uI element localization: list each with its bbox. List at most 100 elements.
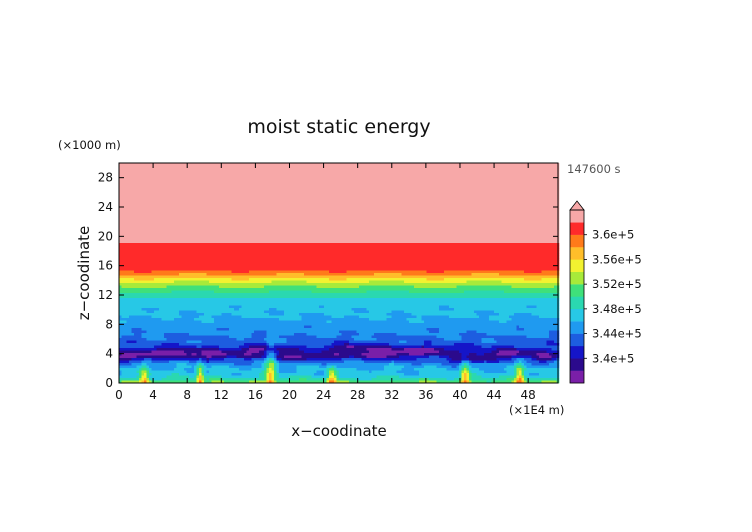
heatmap-cell <box>514 230 517 234</box>
heatmap-cell <box>309 168 312 171</box>
heatmap-cell <box>169 198 172 201</box>
heatmap-cell <box>466 190 470 194</box>
heatmap-cell <box>451 185 455 189</box>
heatmap-cell <box>179 210 182 214</box>
heatmap-cell <box>484 185 487 189</box>
heatmap-cell <box>396 170 400 174</box>
heatmap-cell <box>244 208 247 211</box>
heatmap-cell <box>421 170 425 174</box>
heatmap-cell <box>534 218 537 221</box>
heatmap-cell <box>171 220 175 224</box>
heatmap-cell <box>126 228 130 231</box>
heatmap-cell <box>121 225 125 229</box>
heatmap-cell <box>229 170 232 174</box>
heatmap-cell <box>544 170 547 174</box>
heatmap-cell <box>169 183 172 186</box>
heatmap-cell <box>209 230 212 234</box>
heatmap-cell <box>341 175 345 179</box>
heatmap-cell <box>369 230 372 234</box>
heatmap-cell <box>319 173 322 176</box>
heatmap-cell <box>139 203 142 206</box>
heatmap-cell <box>474 228 477 231</box>
heatmap-cell <box>524 193 527 196</box>
heatmap-cell <box>429 223 432 226</box>
heatmap-cell <box>509 175 512 179</box>
heatmap-cell <box>356 195 360 199</box>
heatmap-cell <box>351 175 355 179</box>
heatmap-cell <box>311 190 315 194</box>
heatmap-cell <box>204 190 207 194</box>
heatmap-cell <box>166 185 170 189</box>
heatmap-cell <box>424 178 427 181</box>
heatmap-cell <box>426 185 430 189</box>
heatmap-cell <box>136 185 140 189</box>
heatmap-cell <box>354 210 357 214</box>
heatmap-cell <box>324 223 327 226</box>
heatmap-cell <box>379 230 382 234</box>
heatmap-cell <box>439 188 442 191</box>
heatmap-cell <box>551 178 555 181</box>
heatmap-cell <box>339 180 342 184</box>
heatmap-cell <box>161 180 165 184</box>
heatmap-cell <box>411 165 415 169</box>
heatmap-cell <box>374 180 377 184</box>
heatmap-cell <box>381 218 385 221</box>
heatmap-cell <box>499 203 502 206</box>
heatmap-cell <box>304 173 307 176</box>
heatmap-cell <box>469 163 472 166</box>
heatmap-cell <box>454 185 457 189</box>
heatmap-cell <box>239 210 242 214</box>
heatmap-cell <box>489 165 492 169</box>
heatmap-cell <box>266 225 270 229</box>
heatmap-cell <box>209 195 212 199</box>
heatmap-cell <box>251 210 255 214</box>
heatmap-cell <box>134 205 137 209</box>
heatmap-cell <box>471 205 475 209</box>
heatmap-cell <box>274 223 277 226</box>
heatmap-cell <box>321 183 325 186</box>
heatmap-cell <box>546 183 550 186</box>
heatmap-cell <box>131 203 135 206</box>
heatmap-cell <box>206 185 210 189</box>
heatmap-cell <box>551 225 555 229</box>
heatmap-cell <box>304 168 307 171</box>
heatmap-cell <box>436 168 440 171</box>
heatmap-cell <box>229 173 232 176</box>
heatmap-cell <box>451 183 455 186</box>
heatmap-cell <box>401 203 405 206</box>
heatmap-cell <box>234 205 237 209</box>
heatmap-cell <box>494 203 497 206</box>
heatmap-cell <box>336 175 340 179</box>
heatmap-cell <box>201 210 205 214</box>
heatmap-cell <box>511 198 515 201</box>
heatmap-cell <box>304 190 307 194</box>
heatmap-cell <box>221 198 225 201</box>
heatmap-cell <box>189 200 192 204</box>
heatmap-cell <box>286 215 290 219</box>
heatmap-cell <box>369 220 372 224</box>
heatmap-cell <box>349 165 352 169</box>
heatmap-cell <box>356 230 360 234</box>
heatmap-cell <box>156 213 160 216</box>
heatmap-cell <box>504 223 507 226</box>
heatmap-cell <box>349 223 352 226</box>
heatmap-cell <box>534 170 537 174</box>
heatmap-cell <box>419 213 422 216</box>
heatmap-cell <box>274 203 277 206</box>
heatmap-cell <box>469 170 472 174</box>
heatmap-cell <box>279 215 282 219</box>
heatmap-cell <box>139 175 142 179</box>
heatmap-cell <box>199 193 202 196</box>
heatmap-cell <box>371 168 375 171</box>
heatmap-cell <box>416 183 420 186</box>
heatmap-cell <box>206 203 210 206</box>
heatmap-cell <box>124 208 127 211</box>
heatmap-cell <box>199 195 202 199</box>
heatmap-cell <box>554 185 557 189</box>
heatmap-cell <box>531 198 535 201</box>
heatmap-cell <box>161 223 165 226</box>
heatmap-cell <box>504 178 507 181</box>
heatmap-cell <box>366 220 370 224</box>
heatmap-cell <box>461 210 465 214</box>
heatmap-cell <box>489 230 492 234</box>
